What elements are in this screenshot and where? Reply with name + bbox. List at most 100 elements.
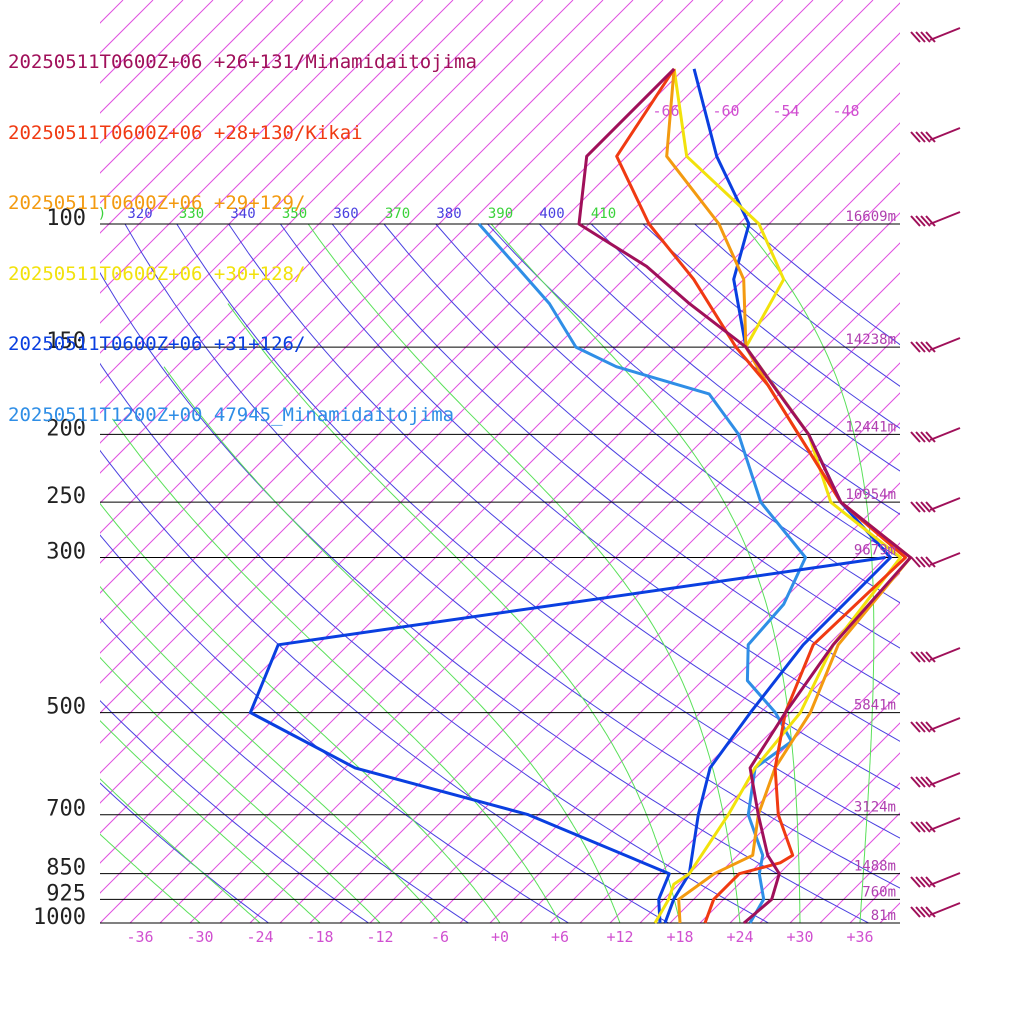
- wind-barb: [929, 872, 961, 886]
- height-label: 9679m: [854, 543, 896, 559]
- wind-barb-flag: [925, 821, 936, 833]
- temperature-tick-label: -30: [186, 928, 213, 946]
- isotherm-line: [100, 0, 544, 444]
- wind-barb-flag: [910, 876, 921, 888]
- wind-barb-flag: [925, 876, 936, 888]
- wind-barb-flag: [915, 876, 926, 888]
- isotherm-line: [309, 332, 900, 923]
- isotherm-line: [100, 0, 724, 624]
- wind-barb-flag: [925, 501, 936, 513]
- isotherm-line: [100, 32, 900, 834]
- wind-barb-flag: [920, 215, 931, 227]
- wind-barb-flag: [915, 721, 926, 733]
- theta-label: 340: [230, 206, 255, 222]
- theta-label: ): [98, 206, 106, 222]
- isotherm-line: [279, 302, 900, 923]
- wind-barb-flag: [925, 651, 936, 663]
- theta-label: 320: [127, 206, 152, 222]
- wind-barb-flag: [920, 431, 931, 443]
- theta-label: 350: [282, 206, 307, 222]
- legend-entry: 20250511T0600Z+06 +30+128/: [8, 262, 306, 285]
- wind-barb-flag: [910, 651, 921, 663]
- wind-barb-flag: [920, 821, 931, 833]
- height-label: 10954m: [845, 487, 896, 503]
- isotherm-line: [879, 902, 900, 923]
- isotherm-label: -48: [832, 102, 859, 120]
- wind-barb-flag: [920, 876, 931, 888]
- isotherm-line: [219, 242, 900, 923]
- isotherm-line: [100, 62, 900, 864]
- temperature-line: [615, 68, 907, 924]
- wind-barb-flag: [915, 431, 926, 443]
- isotherm-line: [489, 512, 900, 923]
- height-label: 3124m: [854, 800, 896, 816]
- isotherm-line: [100, 0, 364, 264]
- temperature-line: [653, 68, 902, 924]
- isotherm-line: [100, 0, 874, 774]
- isotherm-line: [100, 2, 900, 804]
- legend-entry: 20250511T1200Z+00 47945_Minamidaitojima: [8, 403, 455, 426]
- isotherm-line: [100, 0, 784, 684]
- wind-barb-flag: [910, 776, 921, 788]
- wind-barb-flag: [925, 131, 936, 143]
- wind-barb-flag: [920, 31, 931, 43]
- moist-adiabat-line: [100, 778, 261, 923]
- theta-label: 360: [333, 206, 358, 222]
- wind-barb: [929, 647, 961, 661]
- wind-barb: [929, 552, 961, 566]
- wind-barb-flag: [920, 556, 931, 568]
- temperature-tick-label: +0: [491, 928, 509, 946]
- isotherm-line: [339, 362, 900, 923]
- height-label: 1488m: [854, 859, 896, 875]
- isotherm-line: [100, 0, 844, 744]
- wind-barb-flag: [910, 556, 921, 568]
- wind-barb-flag: [915, 501, 926, 513]
- isotherm-line: [189, 212, 900, 923]
- wind-barb: [929, 717, 961, 731]
- wind-barb-flag: [925, 556, 936, 568]
- temperature-tick-label: +36: [846, 928, 873, 946]
- wind-barb-flag: [925, 431, 936, 443]
- temperature-tick-label: -12: [366, 928, 393, 946]
- wind-barb: [929, 211, 961, 225]
- observed-temperature-line: [477, 223, 807, 924]
- height-label: 760m: [862, 884, 896, 900]
- wind-barb-flag: [915, 341, 926, 353]
- isotherm-line: [100, 0, 454, 354]
- pressure-label: 1000: [33, 905, 86, 930]
- theta-label: 330: [179, 206, 204, 222]
- wind-barb-flag: [915, 131, 926, 143]
- dry-adiabat-line: [746, 223, 900, 346]
- wind-barb: [929, 27, 961, 41]
- isotherm-label: -66: [652, 102, 679, 120]
- dewpoint-line: [248, 556, 886, 924]
- moist-adiabat-line: [111, 418, 561, 923]
- isotherm-line: [100, 0, 814, 714]
- theta-label: 380: [436, 206, 461, 222]
- wind-barb-flag: [915, 556, 926, 568]
- wind-barb: [929, 127, 961, 141]
- wind-barb-flag: [925, 215, 936, 227]
- temperature-line: [577, 67, 912, 925]
- legend-entry: 20250511T0600Z+06 +28+130/Kikai: [8, 121, 363, 144]
- pressure-label: 200: [46, 416, 86, 441]
- wind-barb: [929, 427, 961, 441]
- isotherm-line: [159, 182, 900, 923]
- dry-adiabat-line: [642, 223, 900, 429]
- temperature-tick-label: -36: [126, 928, 153, 946]
- theta-label: 400: [539, 206, 564, 222]
- wind-barb-flag: [925, 31, 936, 43]
- wind-barb: [929, 902, 961, 916]
- wind-barb-flag: [920, 721, 931, 733]
- isotherm-line: [459, 482, 900, 923]
- wind-barb: [929, 497, 961, 511]
- wind-barb: [929, 772, 961, 786]
- wind-barb-flag: [915, 906, 926, 918]
- theta-label: 370: [385, 206, 410, 222]
- theta-label: 390: [488, 206, 513, 222]
- isotherm-line: [100, 0, 574, 474]
- wind-barb-flag: [915, 215, 926, 227]
- wind-barb-flag: [910, 131, 921, 143]
- isotherm-lines: [100, 0, 900, 923]
